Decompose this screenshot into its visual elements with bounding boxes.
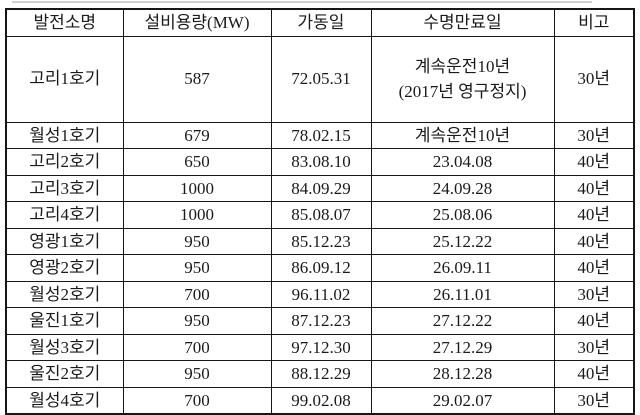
cell-plant-name: 울진1호기 <box>5 307 124 335</box>
cell-capacity: 950 <box>122 227 272 255</box>
table-header-row: 발전소명 설비용량(MW) 가동일 수명만료일 비고 <box>5 8 635 37</box>
cell-start-date: 87.12.23 <box>270 307 372 335</box>
cell-plant-name: 월성1호기 <box>5 121 124 149</box>
cell-note: 30년 <box>553 35 635 123</box>
cell-plant-name: 영광1호기 <box>5 227 124 255</box>
cell-note: 40년 <box>553 307 635 335</box>
cell-expiry-date: 26.09.11 <box>370 254 555 282</box>
cell-start-date: 85.08.07 <box>270 201 372 229</box>
cell-note: 40년 <box>553 254 635 282</box>
table-row: 월성4호기 700 99.02.08 29.02.07 30년 <box>5 386 635 415</box>
cell-plant-name: 월성3호기 <box>5 333 124 361</box>
cell-capacity: 1000 <box>122 201 272 229</box>
cell-expiry-date: 27.12.29 <box>370 333 555 361</box>
cell-note: 30년 <box>553 333 635 361</box>
cell-expiry-date: 24.09.28 <box>370 174 555 202</box>
cell-start-date: 97.12.30 <box>270 333 372 361</box>
cell-capacity: 950 <box>122 360 272 388</box>
cell-plant-name: 고리2호기 <box>5 148 124 176</box>
cell-capacity: 700 <box>122 333 272 361</box>
nuclear-plant-table: 발전소명 설비용량(MW) 가동일 수명만료일 비고 고리1호기 587 72.… <box>5 8 635 415</box>
cell-start-date: 83.08.10 <box>270 148 372 176</box>
table-row: 월성1호기 679 78.02.15 계속운전10년 30년 <box>5 121 635 149</box>
cell-expiry-date: 계속운전10년 (2017년 영구정지) <box>370 35 555 123</box>
table-row: 월성3호기 700 97.12.30 27.12.29 30년 <box>5 333 635 361</box>
cell-capacity: 950 <box>122 307 272 335</box>
table-row: 울진1호기 950 87.12.23 27.12.22 40년 <box>5 307 635 335</box>
table-row: 영광2호기 950 86.09.12 26.09.11 40년 <box>5 254 635 282</box>
cell-start-date: 88.12.29 <box>270 360 372 388</box>
cell-note: 40년 <box>553 201 635 229</box>
cell-capacity: 1000 <box>122 174 272 202</box>
column-header-start-date: 가동일 <box>270 8 372 37</box>
table-row: 고리1호기 587 72.05.31 계속운전10년 (2017년 영구정지) … <box>5 35 635 123</box>
cell-start-date: 86.09.12 <box>270 254 372 282</box>
cell-start-date: 99.02.08 <box>270 386 372 415</box>
table-row: 울진2호기 950 88.12.29 28.12.28 40년 <box>5 360 635 388</box>
column-header-plant-name: 발전소명 <box>5 8 124 37</box>
cell-expiry-date: 계속운전10년 <box>370 121 555 149</box>
cell-capacity: 700 <box>122 280 272 308</box>
cell-start-date: 85.12.23 <box>270 227 372 255</box>
cell-note: 40년 <box>553 227 635 255</box>
cell-capacity: 587 <box>122 35 272 123</box>
cell-note: 30년 <box>553 121 635 149</box>
cell-expiry-date: 25.08.06 <box>370 201 555 229</box>
cell-capacity: 700 <box>122 386 272 415</box>
cell-expiry-date: 25.12.22 <box>370 227 555 255</box>
table-row: 고리4호기 1000 85.08.07 25.08.06 40년 <box>5 201 635 229</box>
table-row: 고리3호기 1000 84.09.29 24.09.28 40년 <box>5 174 635 202</box>
cell-start-date: 96.11.02 <box>270 280 372 308</box>
cell-expiry-date: 28.12.28 <box>370 360 555 388</box>
cell-capacity: 679 <box>122 121 272 149</box>
cell-capacity: 950 <box>122 254 272 282</box>
cell-note: 40년 <box>553 148 635 176</box>
cell-plant-name: 고리4호기 <box>5 201 124 229</box>
cell-start-date: 78.02.15 <box>270 121 372 149</box>
cell-note: 30년 <box>553 280 635 308</box>
cell-plant-name: 월성4호기 <box>5 386 124 415</box>
cell-start-date: 72.05.31 <box>270 35 372 123</box>
cell-expiry-date: 23.04.08 <box>370 148 555 176</box>
column-header-expiry-date: 수명만료일 <box>370 8 555 37</box>
cell-plant-name: 월성2호기 <box>5 280 124 308</box>
cell-note: 40년 <box>553 174 635 202</box>
column-header-note: 비고 <box>553 8 635 37</box>
cell-expiry-date: 27.12.22 <box>370 307 555 335</box>
top-edge-artifact <box>12 1 592 3</box>
table-row: 영광1호기 950 85.12.23 25.12.22 40년 <box>5 227 635 255</box>
cell-plant-name: 영광2호기 <box>5 254 124 282</box>
table-row: 월성2호기 700 96.11.02 26.11.01 30년 <box>5 280 635 308</box>
cell-plant-name: 울진2호기 <box>5 360 124 388</box>
column-header-capacity: 설비용량(MW) <box>122 8 272 37</box>
cell-note: 30년 <box>553 386 635 415</box>
cell-note: 40년 <box>553 360 635 388</box>
cell-plant-name: 고리3호기 <box>5 174 124 202</box>
cell-capacity: 650 <box>122 148 272 176</box>
cell-expiry-date: 29.02.07 <box>370 386 555 415</box>
cell-start-date: 84.09.29 <box>270 174 372 202</box>
cell-plant-name: 고리1호기 <box>5 35 124 123</box>
table-row: 고리2호기 650 83.08.10 23.04.08 40년 <box>5 148 635 176</box>
cell-expiry-date: 26.11.01 <box>370 280 555 308</box>
